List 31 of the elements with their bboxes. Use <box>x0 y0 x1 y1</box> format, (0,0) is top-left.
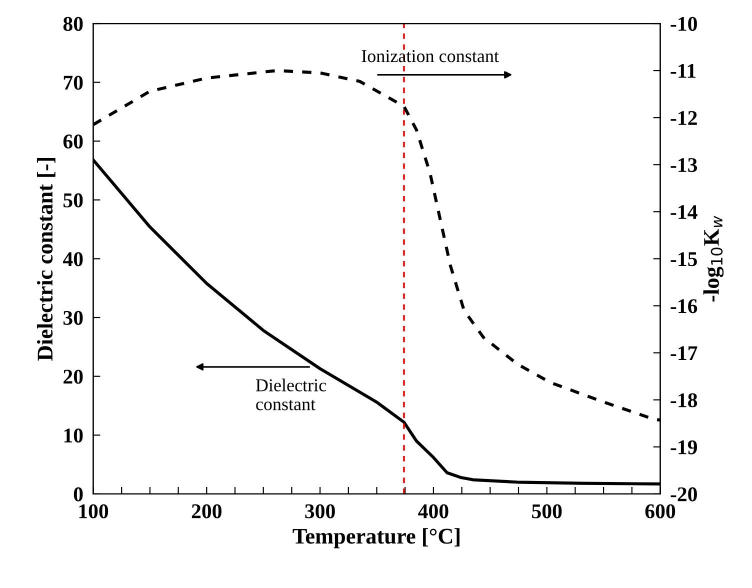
y2-tick-label: -16 <box>670 299 698 314</box>
x-axis-title: Temperature [°C] <box>292 528 460 548</box>
y2-tick-label: -15 <box>670 252 697 266</box>
y2-tick-label: -11 <box>670 64 696 78</box>
annotation: Ionization constant <box>362 50 499 62</box>
y2-tick-label: -10 <box>670 16 697 31</box>
y-tick-label: 40 <box>62 252 83 266</box>
y-tick-label: 80 <box>63 16 83 31</box>
y-tick-label: 50 <box>64 193 83 208</box>
y2-tick-label: -12 <box>670 111 697 125</box>
x-tick-label: 600 <box>645 504 676 518</box>
x-tick-label: 400 <box>418 504 448 518</box>
x-tick-label: 300 <box>305 504 335 518</box>
y-tick-label: 70 <box>64 76 83 90</box>
x-tick-label: 100 <box>79 504 108 518</box>
y2-tick-label: -18 <box>670 393 698 408</box>
y2-axis-title: -log$_{10}$K$_{w}$ <box>703 216 724 302</box>
x-tick-label: 200 <box>192 504 222 518</box>
y2-tick-label: -17 <box>670 346 698 360</box>
y2-tick-label: -14 <box>670 205 698 219</box>
y2-tick-label: -19 <box>670 440 697 454</box>
annotation: Dielectric constant <box>256 378 326 410</box>
y-tick-label: 60 <box>63 134 83 149</box>
y-tick-label: 0 <box>74 487 83 502</box>
y-tick-label: 10 <box>64 428 83 443</box>
y-axis-title: Dielectric constant [-] <box>36 158 56 361</box>
y-tick-label: 20 <box>64 370 83 384</box>
x-tick-label: 500 <box>532 504 562 518</box>
y2-tick-label: -20 <box>670 487 697 502</box>
y-tick-label: 30 <box>63 310 83 325</box>
y2-tick-label: -13 <box>670 158 698 172</box>
